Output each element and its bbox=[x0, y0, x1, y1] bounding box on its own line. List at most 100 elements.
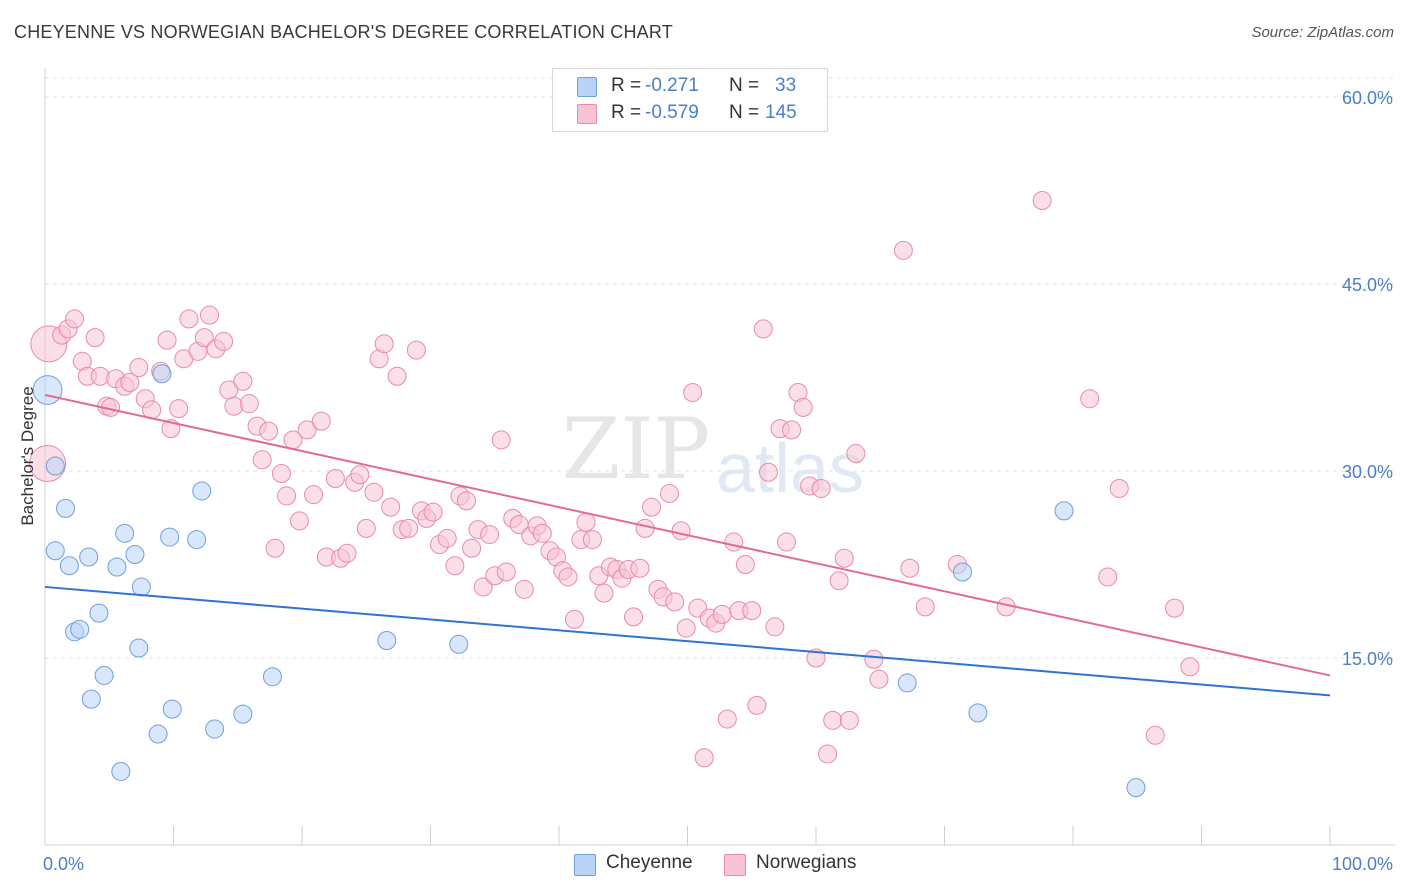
norwegian-point bbox=[676, 618, 696, 638]
cheyenne-point bbox=[897, 673, 917, 693]
watermark-zip: ZIP bbox=[562, 400, 710, 498]
norwegian-point bbox=[532, 523, 552, 543]
norwegian-point bbox=[1145, 725, 1165, 745]
cheyenne-point bbox=[125, 545, 145, 565]
norwegian-point bbox=[480, 525, 500, 545]
cheyenne-point bbox=[115, 523, 135, 543]
trend-lines bbox=[44, 393, 1331, 697]
cheyenne-point bbox=[205, 719, 225, 739]
norwegian-point bbox=[297, 420, 317, 440]
cheyenne-point bbox=[45, 541, 65, 561]
norwegian-point bbox=[473, 577, 493, 597]
cheyenne-point bbox=[111, 761, 131, 781]
norwegian-point bbox=[671, 521, 691, 541]
legend-row-norwegians: R = -0.579 N = 145 bbox=[553, 100, 827, 127]
norwegians-swatch bbox=[577, 104, 597, 124]
gridlines bbox=[45, 77, 1395, 659]
x-tick-label: 0.0% bbox=[43, 854, 84, 874]
norwegian-point bbox=[496, 562, 516, 582]
cheyenne-point bbox=[56, 498, 76, 518]
chart-title: CHEYENNE VS NORWEGIAN BACHELOR'S DEGREE … bbox=[14, 22, 673, 42]
stats-legend: R = -0.271 N = 33 R = -0.579 N = 145 bbox=[552, 68, 828, 132]
norwegian-point bbox=[337, 543, 357, 563]
norwegian-point bbox=[582, 530, 602, 550]
cheyenne-point bbox=[79, 547, 99, 567]
y-tick-label: 15.0% bbox=[1342, 649, 1393, 669]
cheyenne-point bbox=[1126, 778, 1146, 798]
norwegian-point bbox=[239, 394, 259, 414]
cheyenne-point bbox=[192, 481, 212, 501]
norwegian-point bbox=[233, 371, 253, 391]
norwegian-point bbox=[869, 669, 889, 689]
norwegian-point bbox=[514, 579, 534, 599]
cheyenne-point bbox=[107, 557, 127, 577]
cheyenne-legend-swatch bbox=[574, 854, 596, 876]
norwegian-point bbox=[834, 548, 854, 568]
norwegian-point bbox=[564, 609, 584, 629]
cheyenne-point bbox=[32, 375, 63, 405]
norwegian-point bbox=[381, 497, 401, 517]
norwegian-point bbox=[491, 430, 511, 450]
norwegian-point bbox=[694, 748, 714, 768]
cheyenne-point bbox=[81, 689, 101, 709]
norwegian-trend-line bbox=[44, 393, 1331, 677]
norwegian-point bbox=[642, 497, 662, 517]
n-label: N = bbox=[729, 75, 760, 96]
cheyenne-point bbox=[70, 619, 90, 639]
cheyenne-point bbox=[233, 704, 253, 724]
norwegian-point bbox=[747, 695, 767, 715]
norwegian-point bbox=[823, 710, 843, 730]
r-label: R = bbox=[611, 102, 642, 123]
x-tick-label: 100.0% bbox=[1332, 854, 1393, 874]
norwegian-point bbox=[462, 538, 482, 558]
norwegian-point bbox=[277, 486, 297, 506]
y-tick-label: 45.0% bbox=[1342, 275, 1393, 295]
norwegian-point bbox=[1080, 389, 1100, 409]
norwegian-point bbox=[445, 556, 465, 576]
axes bbox=[44, 68, 1395, 846]
watermark-atlas: atlas bbox=[716, 429, 864, 507]
norwegian-point bbox=[839, 710, 859, 730]
cheyenne-point bbox=[449, 634, 469, 654]
norwegian-point bbox=[576, 512, 596, 532]
cheyenne-point bbox=[152, 364, 172, 384]
cheyenne-point bbox=[45, 456, 65, 476]
norwegian-point bbox=[829, 571, 849, 591]
n-label: N = bbox=[729, 102, 760, 123]
norwegian-point bbox=[717, 709, 737, 729]
norwegian-point bbox=[120, 372, 140, 392]
axis-labels: 15.0% 30.0% 45.0% 60.0% 0.0% 100.0% bbox=[43, 88, 1393, 874]
y-axis-title: Bachelor's Degree bbox=[18, 386, 37, 525]
norwegian-point bbox=[1109, 478, 1129, 498]
norwegian-point bbox=[364, 482, 384, 502]
norwegian-point bbox=[85, 328, 105, 348]
norwegian-point bbox=[635, 518, 655, 538]
norwegian-point bbox=[558, 567, 578, 587]
norwegians-legend-label: Norwegians bbox=[756, 852, 857, 873]
norwegian-point bbox=[1032, 190, 1052, 210]
norwegians-legend-swatch bbox=[724, 854, 746, 876]
norwegian-point bbox=[753, 319, 773, 339]
norwegian-point bbox=[65, 309, 85, 329]
cheyenne-point bbox=[160, 527, 180, 547]
cheyenne-trend-line bbox=[44, 585, 1331, 697]
norwegian-point bbox=[900, 558, 920, 578]
norwegian-point bbox=[893, 240, 913, 260]
norwegian-point bbox=[660, 483, 680, 503]
norwegian-point bbox=[712, 604, 732, 624]
cheyenne-point bbox=[262, 667, 282, 687]
norwegian-point bbox=[724, 532, 744, 552]
cheyenne-swatch bbox=[577, 77, 597, 97]
norwegian-point bbox=[350, 465, 370, 485]
cheyenne-point bbox=[131, 577, 151, 597]
norwegian-point bbox=[624, 607, 644, 627]
source-label: Source: ZipAtlas.com bbox=[1251, 24, 1394, 41]
cheyenne-point bbox=[1054, 501, 1074, 521]
cheyenne-point bbox=[377, 631, 397, 651]
norwegian-point bbox=[259, 421, 279, 441]
norwegian-point bbox=[437, 528, 457, 548]
norwegian-point bbox=[735, 555, 755, 574]
norwegian-point bbox=[129, 358, 149, 378]
cheyenne-point bbox=[129, 638, 149, 658]
